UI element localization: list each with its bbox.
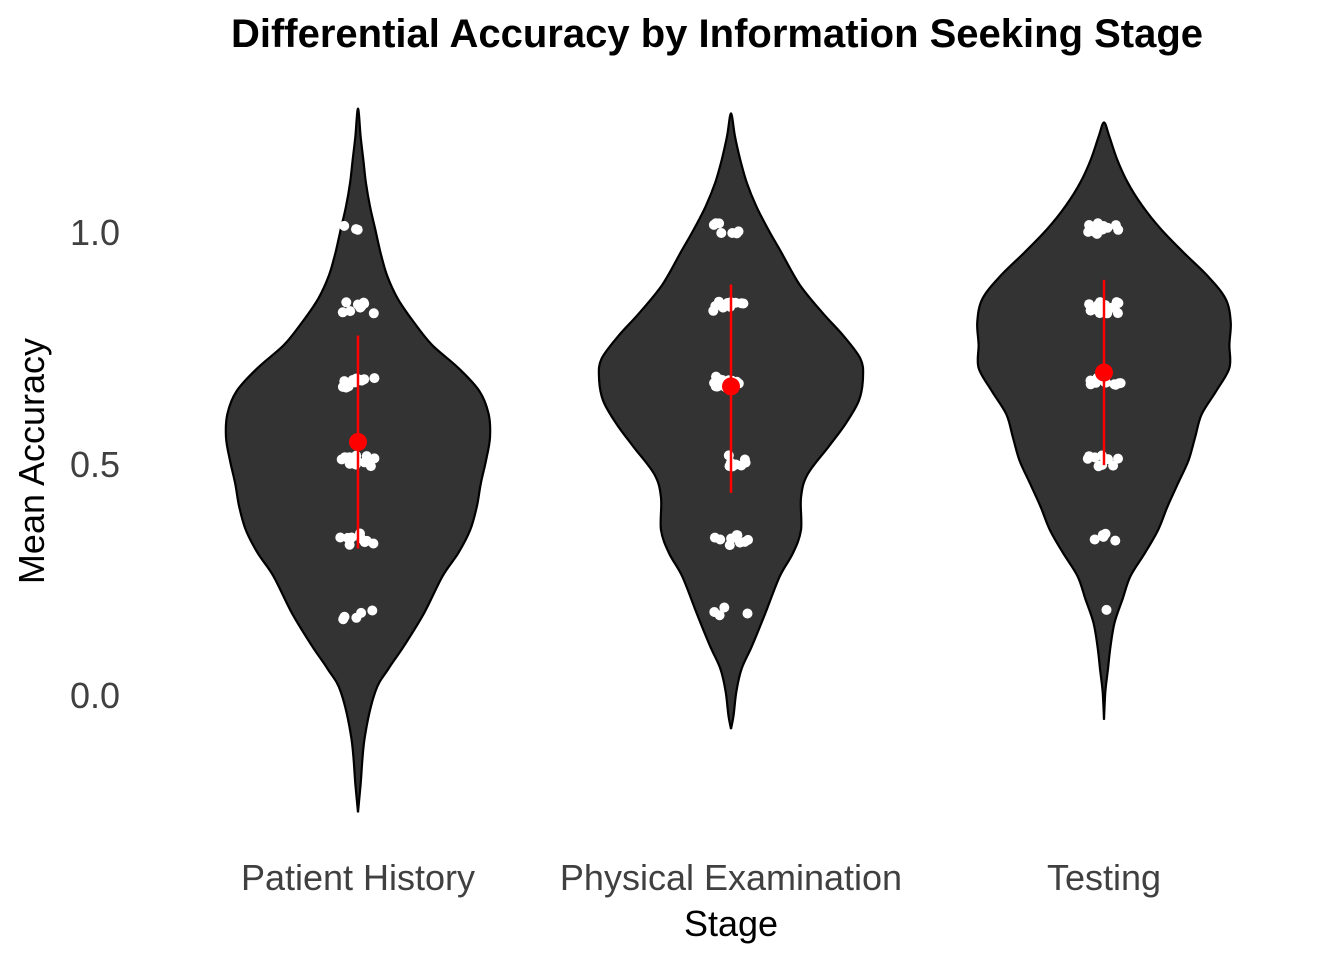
data-point bbox=[730, 459, 741, 470]
data-point bbox=[337, 307, 348, 318]
y-axis-ticks: 1.0 0.5 0.0 bbox=[70, 212, 120, 716]
data-point bbox=[1094, 308, 1105, 319]
mean-point bbox=[1095, 363, 1113, 382]
y-axis-title: Mean Accuracy bbox=[11, 338, 52, 584]
violin-group bbox=[597, 112, 865, 730]
data-point bbox=[355, 302, 366, 313]
data-point bbox=[1109, 301, 1120, 312]
data-point bbox=[1098, 531, 1109, 542]
x-tick-label: Patient History bbox=[241, 857, 475, 898]
x-tick-label: Physical Examination bbox=[560, 857, 902, 898]
data-point bbox=[742, 608, 753, 619]
data-point bbox=[723, 450, 734, 461]
data-point bbox=[715, 534, 726, 545]
data-point bbox=[351, 224, 361, 235]
chart-title: Differential Accuracy by Information See… bbox=[231, 12, 1203, 56]
x-axis-title: Stage bbox=[684, 903, 778, 944]
data-point bbox=[1113, 224, 1124, 235]
data-point bbox=[1097, 224, 1108, 235]
data-point bbox=[724, 540, 735, 551]
data-point bbox=[716, 228, 727, 238]
data-point bbox=[335, 532, 346, 543]
data-point bbox=[1083, 226, 1094, 237]
violin-group bbox=[976, 121, 1232, 720]
data-point bbox=[369, 373, 380, 384]
data-point bbox=[1113, 453, 1123, 464]
data-point bbox=[712, 381, 723, 392]
data-point bbox=[365, 461, 376, 472]
data-point bbox=[1085, 305, 1096, 316]
data-point bbox=[369, 453, 380, 464]
data-point bbox=[732, 530, 743, 541]
data-point bbox=[1093, 461, 1104, 472]
y-tick-label: 1.0 bbox=[70, 212, 120, 253]
data-point bbox=[708, 305, 719, 316]
data-point bbox=[719, 602, 730, 613]
data-point bbox=[339, 611, 350, 622]
x-tick-label: Testing bbox=[1047, 857, 1161, 898]
data-point bbox=[727, 228, 738, 238]
data-point bbox=[367, 605, 378, 616]
data-point bbox=[713, 296, 724, 307]
violin-layer bbox=[224, 107, 1232, 813]
data-point bbox=[1085, 375, 1096, 386]
mean-point bbox=[349, 432, 367, 451]
data-point bbox=[1082, 453, 1093, 464]
data-point bbox=[1101, 604, 1112, 615]
y-tick-label: 0.0 bbox=[70, 675, 120, 716]
mean-point bbox=[722, 377, 740, 396]
data-point bbox=[714, 610, 725, 621]
data-point bbox=[368, 308, 379, 319]
x-axis-ticks: Patient History Physical Examination Tes… bbox=[241, 857, 1161, 898]
data-point bbox=[361, 451, 372, 462]
data-point bbox=[1110, 379, 1121, 390]
y-tick-label: 0.5 bbox=[70, 444, 120, 485]
data-point bbox=[739, 536, 750, 547]
data-point bbox=[343, 381, 354, 392]
data-point bbox=[344, 539, 355, 550]
data-point bbox=[1110, 535, 1121, 546]
violin-group bbox=[224, 107, 492, 813]
data-point bbox=[344, 458, 355, 469]
data-point bbox=[1089, 534, 1100, 545]
data-point bbox=[356, 607, 367, 618]
data-point bbox=[345, 306, 356, 317]
data-point bbox=[710, 218, 721, 229]
data-point bbox=[1108, 460, 1119, 471]
data-point bbox=[336, 454, 347, 465]
data-point bbox=[339, 220, 350, 231]
data-point bbox=[341, 297, 352, 308]
